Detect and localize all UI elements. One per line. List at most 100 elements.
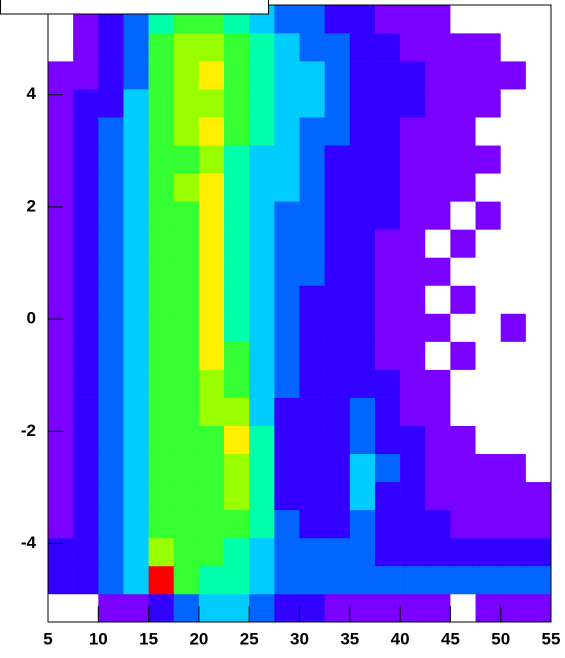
cell bbox=[148, 61, 175, 90]
cell bbox=[525, 509, 552, 539]
cell bbox=[299, 201, 325, 230]
cell bbox=[425, 173, 451, 202]
cell bbox=[324, 33, 351, 62]
cell bbox=[173, 537, 200, 567]
cell bbox=[374, 593, 401, 623]
cell bbox=[123, 201, 149, 230]
cell bbox=[48, 61, 74, 90]
cell bbox=[73, 89, 99, 118]
cell bbox=[374, 257, 401, 286]
cell bbox=[274, 285, 300, 314]
cell bbox=[173, 173, 200, 202]
cell bbox=[98, 257, 124, 286]
cell bbox=[224, 33, 250, 62]
cell bbox=[450, 397, 476, 426]
title-box bbox=[0, 0, 269, 15]
cell bbox=[249, 173, 275, 202]
cell bbox=[98, 369, 124, 398]
cell bbox=[400, 565, 426, 595]
cell bbox=[224, 341, 250, 370]
cell bbox=[148, 229, 175, 258]
cell bbox=[123, 61, 149, 90]
cell bbox=[374, 145, 401, 174]
cell bbox=[123, 285, 149, 314]
cell bbox=[500, 257, 527, 286]
cell bbox=[98, 509, 124, 539]
cell bbox=[123, 397, 149, 426]
cell bbox=[148, 201, 175, 230]
cell bbox=[349, 173, 376, 202]
cell bbox=[224, 117, 250, 146]
cell bbox=[450, 145, 476, 174]
cell bbox=[173, 425, 200, 455]
cell bbox=[249, 397, 275, 426]
cell bbox=[123, 565, 149, 595]
cell bbox=[48, 33, 74, 62]
cell bbox=[73, 341, 99, 370]
cell bbox=[475, 565, 501, 595]
cell bbox=[525, 397, 552, 426]
cell bbox=[173, 229, 200, 258]
cell bbox=[450, 341, 476, 370]
cell bbox=[475, 481, 501, 511]
cell bbox=[500, 481, 527, 511]
cell bbox=[450, 257, 476, 286]
cell bbox=[324, 145, 351, 174]
cell bbox=[148, 425, 175, 455]
cell bbox=[73, 145, 99, 174]
cell bbox=[98, 481, 124, 511]
cell bbox=[475, 61, 501, 90]
cell bbox=[400, 509, 426, 539]
cell bbox=[400, 285, 426, 314]
cell bbox=[450, 509, 476, 539]
cell bbox=[274, 201, 300, 230]
cell bbox=[349, 509, 376, 539]
cell bbox=[198, 397, 225, 426]
cell bbox=[349, 61, 376, 90]
cell bbox=[123, 145, 149, 174]
cell bbox=[224, 425, 250, 455]
cell bbox=[299, 173, 325, 202]
cell bbox=[324, 397, 351, 426]
cell bbox=[324, 537, 351, 567]
cell bbox=[198, 425, 225, 455]
cell bbox=[148, 593, 175, 623]
cell bbox=[73, 201, 99, 230]
cell bbox=[148, 397, 175, 426]
cell bbox=[299, 257, 325, 286]
cell bbox=[249, 257, 275, 286]
cell bbox=[249, 61, 275, 90]
cell bbox=[349, 89, 376, 118]
cell bbox=[249, 117, 275, 146]
cell bbox=[349, 285, 376, 314]
cell bbox=[324, 593, 351, 623]
cell bbox=[324, 341, 351, 370]
cell bbox=[324, 369, 351, 398]
cell bbox=[198, 341, 225, 370]
cell bbox=[48, 369, 74, 398]
cell bbox=[324, 229, 351, 258]
cell bbox=[48, 425, 74, 455]
cell bbox=[48, 565, 74, 595]
cell bbox=[73, 593, 99, 623]
cell bbox=[475, 145, 501, 174]
cell bbox=[148, 313, 175, 342]
cell bbox=[500, 537, 527, 567]
cell bbox=[73, 397, 99, 426]
cell bbox=[123, 257, 149, 286]
cell bbox=[48, 201, 74, 230]
cell bbox=[525, 369, 552, 398]
x-tick-label: 30 bbox=[290, 629, 309, 648]
cell bbox=[450, 173, 476, 202]
cell bbox=[324, 313, 351, 342]
cell bbox=[173, 341, 200, 370]
cell bbox=[450, 285, 476, 314]
cell bbox=[173, 453, 200, 483]
cell bbox=[475, 537, 501, 567]
x-tick-label: 50 bbox=[491, 629, 510, 648]
cell bbox=[475, 593, 501, 623]
cell bbox=[425, 117, 451, 146]
cell bbox=[73, 33, 99, 62]
cell bbox=[299, 33, 325, 62]
cell bbox=[349, 425, 376, 455]
